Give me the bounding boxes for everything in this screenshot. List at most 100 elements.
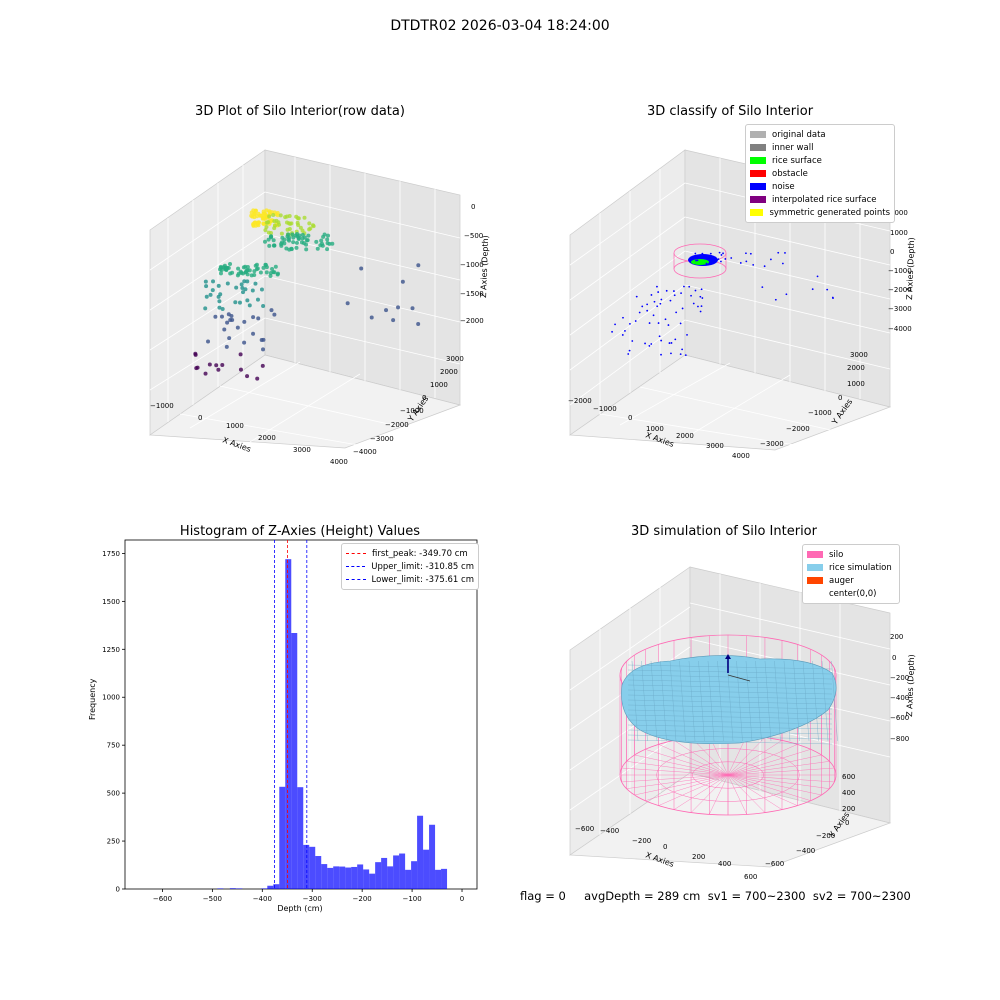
mesh-line xyxy=(717,660,724,742)
histogram-bar xyxy=(236,888,243,889)
histogram-bar xyxy=(229,888,236,889)
data-point xyxy=(255,376,260,381)
legend-swatch xyxy=(750,170,766,177)
p4-xtick: 400 xyxy=(718,860,731,868)
noise-point xyxy=(705,262,708,265)
data-point xyxy=(359,266,364,271)
noise-point xyxy=(785,293,788,296)
p1-ytick: −4000 xyxy=(353,448,377,456)
mesh-line xyxy=(627,674,833,680)
noise-point xyxy=(674,338,677,341)
noise-point xyxy=(709,252,712,255)
data-point xyxy=(234,285,239,290)
noise-point xyxy=(652,314,655,317)
mesh-line xyxy=(831,660,838,742)
mesh-line xyxy=(641,660,648,742)
noise-point xyxy=(650,343,653,345)
data-point xyxy=(219,267,224,272)
silo-floor-wire xyxy=(727,767,835,776)
legend-item: Lower_limit: -375.61 cm xyxy=(346,573,474,586)
data-point xyxy=(235,325,240,330)
p4-zlabel: Z Axies (Depth) xyxy=(905,654,916,717)
p2-ytick: 1000 xyxy=(847,380,865,388)
data-point xyxy=(263,263,268,268)
data-point xyxy=(210,288,215,293)
data-point xyxy=(305,238,310,243)
noise-point xyxy=(627,353,630,355)
noise-point xyxy=(650,294,653,296)
p1-xtick: 2000 xyxy=(258,434,276,442)
data-point xyxy=(220,306,225,311)
histogram-bar xyxy=(411,861,418,889)
data-point xyxy=(264,225,269,230)
p1-ztick: −1500 xyxy=(460,290,484,298)
data-point xyxy=(225,320,230,325)
data-point xyxy=(214,363,219,368)
mesh-line xyxy=(627,689,833,695)
mesh-line xyxy=(627,739,833,745)
data-point xyxy=(263,239,268,244)
panel2-points xyxy=(611,251,834,356)
histogram-bar xyxy=(429,824,436,889)
legend-swatch xyxy=(750,144,766,151)
noise-point xyxy=(697,305,699,308)
p3-xlabel: Depth (cm) xyxy=(277,904,322,913)
data-point xyxy=(284,220,289,225)
data-point xyxy=(253,263,258,268)
data-point xyxy=(271,238,276,243)
data-point xyxy=(259,287,264,292)
silo-floor-wire xyxy=(727,744,798,776)
data-point xyxy=(295,232,300,237)
histogram-bar xyxy=(399,853,406,889)
data-point xyxy=(279,231,284,236)
silo-floor-wire xyxy=(727,774,783,810)
noise-point xyxy=(730,257,733,259)
data-point xyxy=(266,237,271,242)
noise-point xyxy=(657,291,660,293)
p2-xtick: 3000 xyxy=(706,442,724,450)
data-point xyxy=(213,314,218,319)
noise-point xyxy=(679,353,682,356)
panel1-points xyxy=(193,208,421,381)
noise-point xyxy=(657,322,660,324)
noise-point xyxy=(631,340,634,342)
data-point xyxy=(310,223,315,228)
silo-floor-wire xyxy=(673,740,729,776)
histogram-bar xyxy=(309,846,316,889)
noise-point xyxy=(769,258,772,261)
mesh-line xyxy=(627,714,833,720)
legend-item: symmetric generated points xyxy=(750,206,890,219)
panel2-silo-cluster xyxy=(673,243,727,279)
p4-ytick: 0 xyxy=(845,819,849,827)
data-point xyxy=(294,240,299,245)
silo-floor-wire xyxy=(673,774,729,810)
noise-point xyxy=(675,311,678,314)
data-point xyxy=(369,315,374,320)
panel4-legend: silo rice simulation auger center(0,0) xyxy=(802,544,900,604)
silo-floor-wire xyxy=(658,774,729,806)
data-point xyxy=(240,285,245,290)
data-point xyxy=(267,243,272,248)
data-point xyxy=(193,351,198,356)
legend-swatch xyxy=(807,551,823,558)
data-point xyxy=(245,374,250,379)
data-point xyxy=(315,246,320,251)
data-point xyxy=(239,282,244,287)
data-point xyxy=(245,279,250,284)
data-point xyxy=(216,283,221,288)
data-point xyxy=(249,273,254,278)
data-point xyxy=(264,208,269,213)
mesh-line xyxy=(745,660,753,742)
mesh-line xyxy=(812,660,819,742)
noise-point xyxy=(648,345,651,347)
data-point xyxy=(272,243,277,248)
data-point xyxy=(241,265,246,270)
silo-floor-wire xyxy=(727,749,811,776)
data-point xyxy=(194,366,199,371)
p4-ytick: −200 xyxy=(816,832,835,840)
silo-floor-wire xyxy=(621,774,729,783)
silo-floor-wire xyxy=(727,774,822,796)
p1-ytick: 0 xyxy=(422,394,426,402)
noise-point xyxy=(752,263,755,266)
noise-point xyxy=(700,305,703,308)
